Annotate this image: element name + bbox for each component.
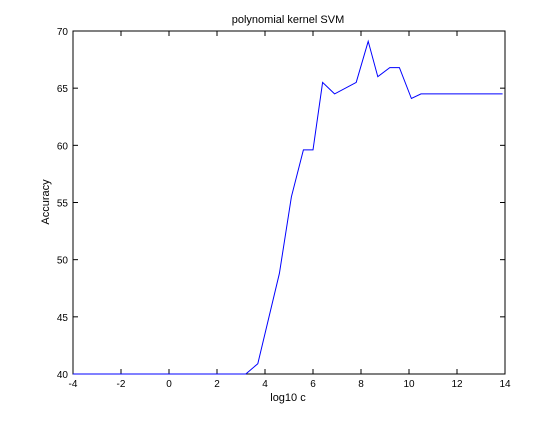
x-tick-label: 10 <box>403 379 415 390</box>
x-axis: -4 -2 0 2 4 6 8 10 12 14 <box>69 31 511 390</box>
y-tick-label: 60 <box>57 141 69 152</box>
x-tick-label: 12 <box>451 379 463 390</box>
y-tick-label: 40 <box>57 370 69 381</box>
x-tick-label: 0 <box>166 379 172 390</box>
y-axis: 40 45 50 55 60 65 70 <box>57 27 505 381</box>
y-axis-label: Accuracy <box>40 179 52 225</box>
x-axis-label: log10 c <box>270 392 306 404</box>
x-tick-label: -2 <box>117 379 126 390</box>
series-line <box>73 39 503 375</box>
y-tick-label: 55 <box>57 199 69 210</box>
y-tick-label: 65 <box>57 84 69 95</box>
x-tick-label: 14 <box>499 379 511 390</box>
x-tick-label: 2 <box>214 379 220 390</box>
x-tick-label: 8 <box>358 379 364 390</box>
x-tick-label: 6 <box>310 379 316 390</box>
x-tick-label: -4 <box>69 379 78 390</box>
y-tick-label: 50 <box>57 256 69 267</box>
chart-title: polynomial kernel SVM <box>232 14 345 26</box>
y-tick-label: 45 <box>57 313 69 324</box>
plot-area <box>72 30 506 375</box>
x-tick-label: 4 <box>262 379 268 390</box>
y-tick-label: 70 <box>57 27 69 38</box>
series-layer <box>73 39 503 375</box>
